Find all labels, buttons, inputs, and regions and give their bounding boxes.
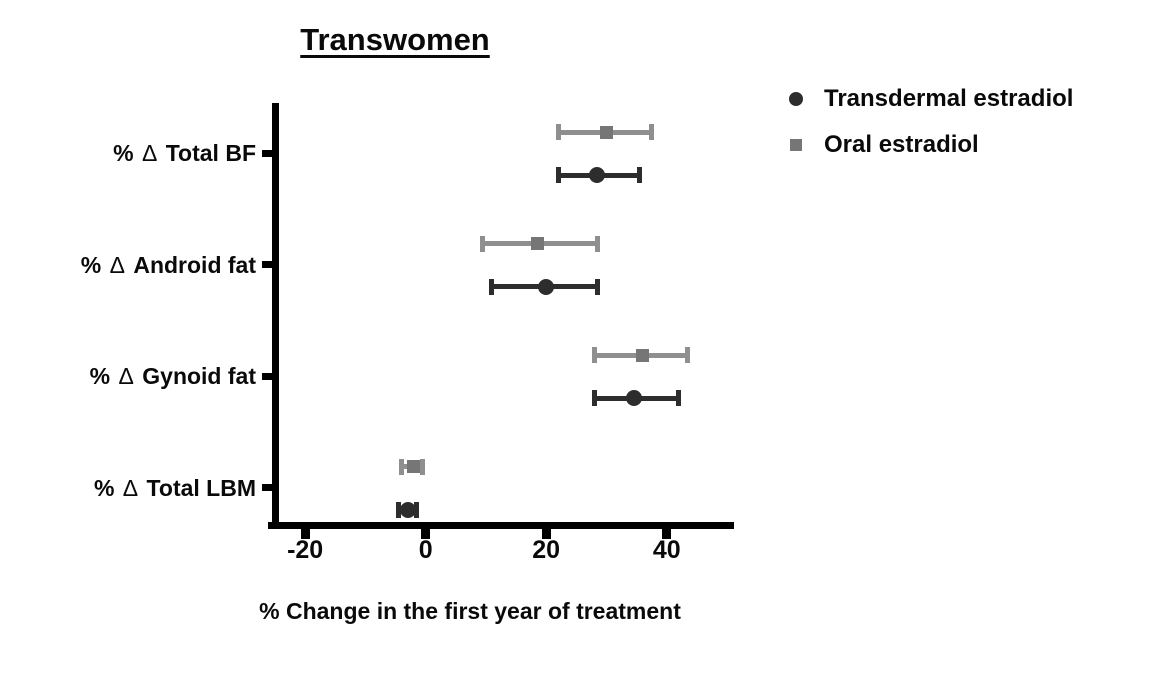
x-tick	[662, 529, 672, 539]
error-bar-cap	[591, 347, 597, 363]
error-bar-cap	[480, 235, 486, 252]
error-bar-cap	[594, 235, 600, 252]
legend-item-oral: Oral estradiol	[788, 130, 1073, 160]
data-marker-square	[530, 237, 544, 250]
delta-symbol: Δ	[109, 251, 125, 278]
x-axis-title: % Change in the first year of treatment	[259, 598, 681, 624]
legend-marker-box	[788, 139, 804, 151]
error-bar-cap	[591, 390, 597, 406]
category-label: % Δ Total BF	[113, 140, 256, 166]
x-tick-label: 0	[418, 536, 433, 564]
y-tick	[262, 149, 272, 157]
data-marker-square	[636, 348, 650, 362]
data-marker-circle	[589, 167, 606, 183]
y-tick	[262, 372, 272, 380]
x-tick	[541, 529, 551, 539]
y-tick	[262, 484, 272, 491]
legend: Transdermal estradiol Oral estradiol	[788, 84, 1073, 160]
error-bar-cap	[396, 501, 402, 518]
y-axis-spine	[272, 103, 279, 529]
square-marker-icon	[790, 139, 802, 151]
error-bar-cap	[555, 124, 561, 140]
x-tick-label: 20	[532, 536, 561, 564]
data-marker-circle	[399, 501, 416, 518]
error-bar-cap	[649, 124, 655, 140]
data-marker-circle	[538, 278, 555, 295]
y-tick	[262, 261, 272, 268]
delta-symbol: Δ	[141, 140, 158, 166]
error-bar-cap	[594, 278, 600, 295]
circle-marker-icon	[789, 92, 803, 106]
x-tick	[300, 529, 310, 539]
error-bar-cap	[420, 458, 426, 475]
category-label: % Δ Gynoid fat	[89, 363, 256, 389]
category-label: % Δ Android fat	[80, 251, 256, 278]
legend-label-oral: Oral estradiol	[824, 131, 979, 158]
category-label: % Δ Total LBM	[93, 474, 256, 501]
data-marker-square	[407, 460, 421, 473]
error-bar-cap	[676, 390, 682, 406]
data-marker-circle	[625, 390, 642, 406]
error-bar-cap	[555, 167, 561, 183]
error-bar-cap	[399, 458, 405, 475]
legend-item-transdermal: Transdermal estradiol	[788, 84, 1073, 114]
delta-symbol: Δ	[122, 474, 139, 501]
legend-label-transdermal: Transdermal estradiol	[824, 85, 1074, 112]
legend-marker-box	[788, 92, 804, 106]
x-tick-label: -20	[287, 536, 324, 564]
x-tick-label: 40	[652, 536, 681, 564]
error-bar-cap	[489, 278, 495, 295]
x-axis-line	[268, 522, 734, 529]
error-bar-cap	[414, 501, 420, 518]
chart-title: Transwomen	[300, 22, 490, 57]
x-tick	[421, 529, 431, 539]
error-bar-cap	[685, 347, 691, 363]
delta-symbol: Δ	[118, 363, 134, 389]
error-bar-cap	[637, 167, 643, 183]
data-marker-square	[599, 125, 613, 139]
